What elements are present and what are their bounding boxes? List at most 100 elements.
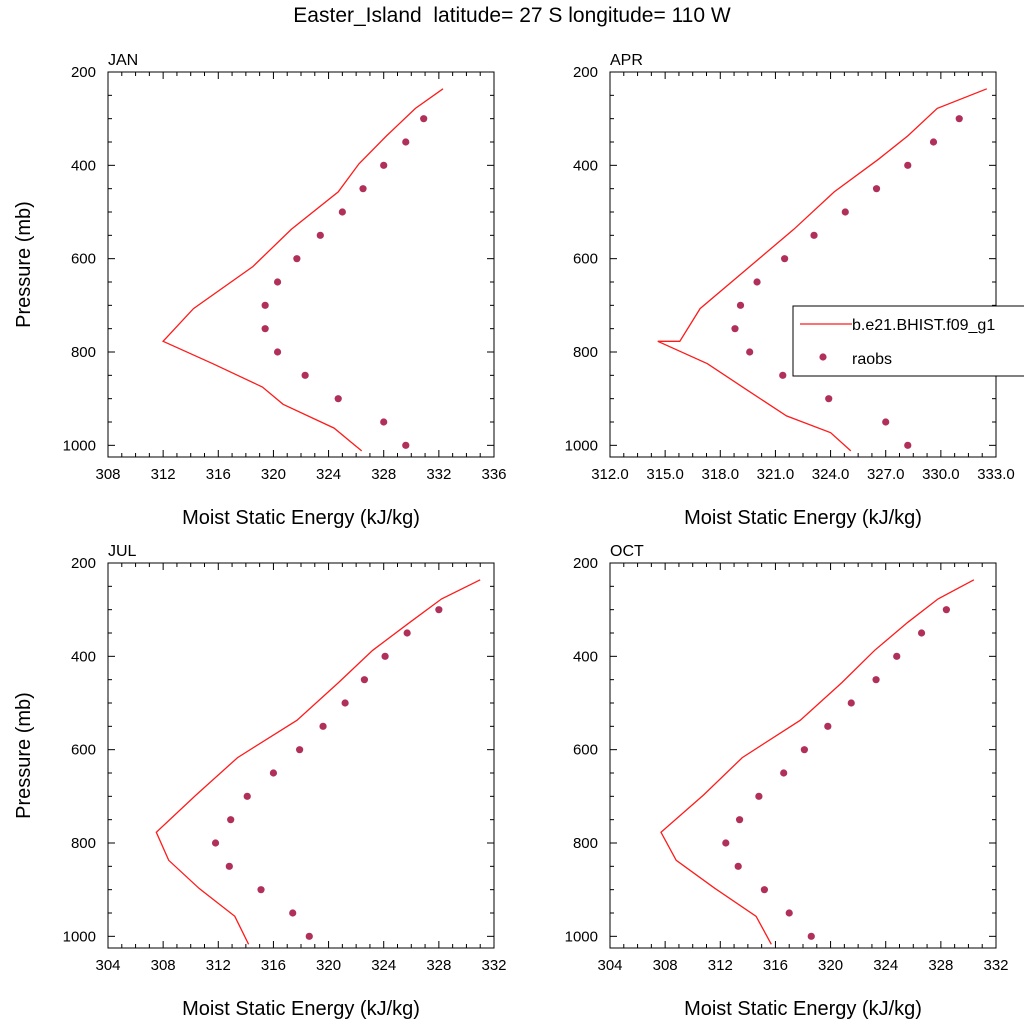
model-series-line [660, 579, 975, 945]
y-tick-label: 600 [573, 251, 598, 268]
x-tick-label: 320 [818, 957, 843, 974]
raobs-point [316, 231, 324, 239]
x-tick-label: 320 [261, 466, 286, 483]
raobs-point [261, 301, 269, 309]
raobs-point [893, 652, 901, 660]
x-tick-label: 304 [597, 957, 622, 974]
x-tick-label: 316 [206, 466, 231, 483]
raobs-point [872, 676, 880, 684]
raobs-point [755, 792, 763, 800]
y-tick-label: 800 [71, 835, 96, 852]
y-tick-label: 400 [71, 157, 96, 174]
panel-jul: 304 308 312 316 320 324 328 332 200 400 600 800 1000… [13, 543, 507, 1020]
y-tick-label: 600 [573, 742, 598, 759]
x-tick-label: 332 [481, 957, 506, 974]
x-tick-label: 328 [371, 466, 396, 483]
raobs-point [402, 441, 410, 449]
x-tick-label: 328 [426, 957, 451, 974]
plot-frame [107, 71, 495, 458]
raobs-point [904, 161, 912, 169]
raobs-point [841, 208, 849, 216]
raobs-point [904, 441, 912, 449]
raobs-point [380, 161, 388, 169]
x-tick-label: 336 [481, 466, 506, 483]
raobs-point [289, 909, 297, 917]
plot-frame [107, 562, 495, 949]
x-axis-label: Moist Static Energy (kJ/kg) [182, 998, 420, 1020]
legend-model-label: b.e21.BHIST.f09_g1 [852, 317, 995, 334]
x-tick-label: 324 [371, 957, 396, 974]
raobs-point [746, 348, 754, 356]
raobs-point [225, 862, 233, 870]
y-tick-label: 800 [71, 344, 96, 361]
raobs-point [305, 932, 313, 940]
x-tick-label: 304 [95, 957, 120, 974]
y-tick-label: 1000 [63, 437, 96, 454]
x-tick-label: 308 [151, 957, 176, 974]
raobs-point [780, 769, 788, 777]
x-tick-label: 315.0 [646, 466, 684, 483]
raobs-point [942, 606, 950, 614]
x-tick-label: 312.0 [591, 466, 629, 483]
x-tick-label: 330.0 [922, 466, 960, 483]
y-axis-label: Pressure (mb) [13, 201, 35, 328]
raobs-point [301, 371, 309, 379]
x-tick-label: 312 [206, 957, 231, 974]
y-tick-label: 200 [573, 555, 598, 572]
raobs-point [269, 769, 278, 777]
y-tick-label: 600 [71, 251, 96, 268]
raobs-point [402, 138, 410, 146]
raobs-point [403, 629, 411, 637]
raobs-point [807, 932, 815, 940]
y-tick-label: 200 [71, 64, 96, 81]
plot-frame [609, 71, 997, 458]
raobs-point [319, 722, 327, 730]
raobs-point [334, 395, 342, 403]
y-tick-label: 200 [71, 555, 96, 572]
x-tick-label: 320 [316, 957, 341, 974]
panel-jan: 308 312 316 320 324 328 332 336 200 400 600 800 1000… [13, 52, 507, 529]
panel-apr: 312.0 315.0 318.0 321.0 324.0 327.0 330.0 333.0… [565, 52, 1015, 529]
x-axis-label: Moist Static Energy (kJ/kg) [684, 998, 922, 1020]
y-tick-label: 600 [71, 742, 96, 759]
raobs-point [825, 395, 833, 403]
model-series-line [657, 88, 988, 452]
x-tick-label: 308 [95, 466, 120, 483]
raobs-point [779, 371, 787, 379]
raobs-point [760, 886, 769, 894]
x-tick-label: 327.0 [867, 466, 905, 483]
raobs-point [736, 301, 745, 309]
raobs-point [731, 325, 739, 333]
raobs-point [955, 115, 963, 123]
raobs-point [722, 839, 730, 847]
raobs-point [917, 629, 926, 637]
raobs-point [243, 792, 251, 800]
raobs-point [380, 418, 388, 426]
y-tick-label: 200 [573, 64, 598, 81]
raobs-point [338, 208, 346, 216]
raobs-point [882, 418, 890, 426]
raobs-point [420, 115, 428, 123]
raobs-point [824, 722, 832, 730]
y-tick-label: 1000 [565, 928, 598, 945]
raobs-point [872, 185, 881, 193]
x-tick-label: 321.0 [757, 466, 795, 483]
x-axis-label: Moist Static Energy (kJ/kg) [684, 507, 922, 529]
raobs-point [341, 699, 349, 707]
model-series-line [155, 579, 481, 945]
x-tick-label: 312 [708, 957, 733, 974]
panel-oct: 304 308 312 316 320 324 328 332 200 400 600 800 1000… [565, 543, 1009, 1020]
raobs-point [381, 652, 389, 660]
plot-frame [609, 562, 997, 949]
raobs-point [360, 676, 369, 684]
x-tick-label: 308 [653, 957, 678, 974]
x-tick-label: 312 [151, 466, 176, 483]
y-axis-label: Pressure (mb) [13, 692, 35, 819]
raobs-point [734, 862, 742, 870]
panel-title: APR [610, 52, 643, 69]
x-tick-label: 332 [426, 466, 451, 483]
x-tick-label: 318.0 [702, 466, 740, 483]
y-tick-label: 1000 [63, 928, 96, 945]
